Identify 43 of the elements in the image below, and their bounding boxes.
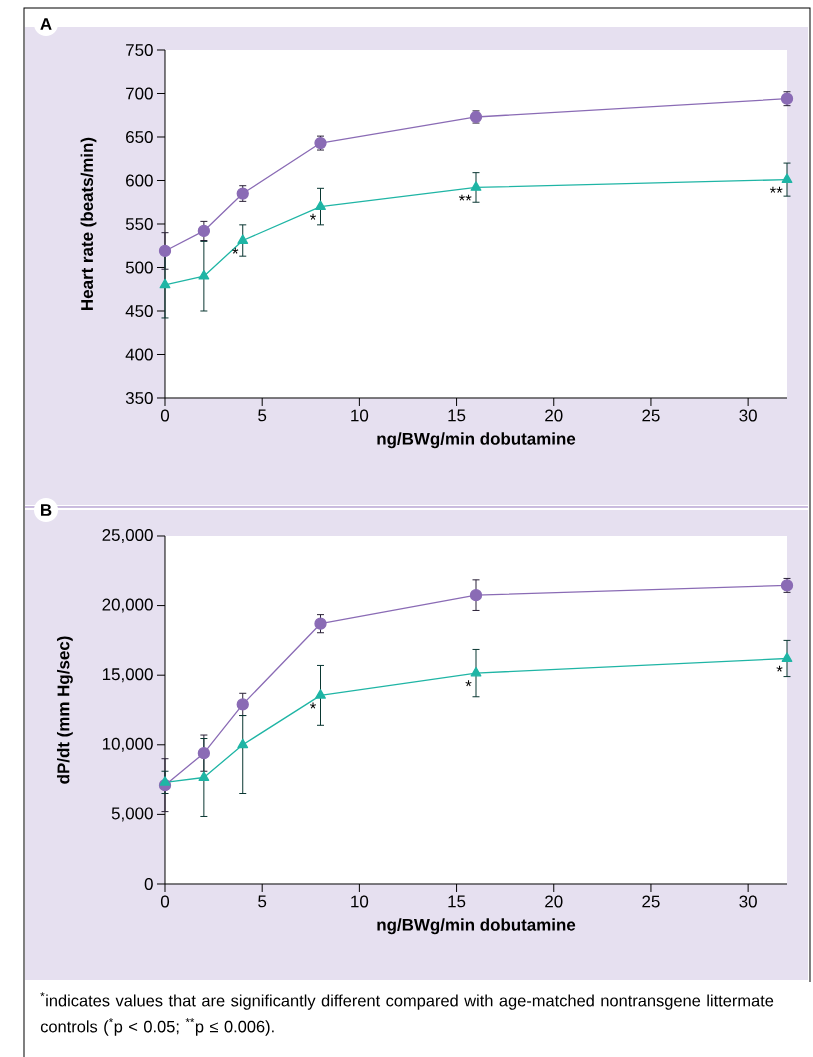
x-tick-label: 0: [160, 895, 170, 908]
text: $^{*}$indicates values that are significantly different compared with age-matched nontransgene littermate controls ($^{*}$p < 0.05; $^{**}$p ≤ 0.006).: [40, 992, 774, 1036]
y-axis-title: dP/dt (mm Hg/sec): [56, 636, 73, 784]
x-axis-title: ng/BWg/min dobutamine: [377, 918, 576, 935]
x-tick-label: 15: [448, 409, 466, 422]
x-tick-label: 25: [642, 895, 660, 908]
y-tick-label: 500: [125, 261, 153, 274]
chart-title: B: [41, 504, 52, 516]
y-tick-label: 0: [144, 877, 153, 890]
annotation: *: [309, 702, 317, 709]
annotation: *: [309, 213, 317, 220]
x-axis-title: ng/BWg/min dobutamine: [377, 432, 576, 449]
x-tick-label: 30: [739, 409, 757, 422]
annotation: **: [769, 186, 783, 193]
y-tick-label: 350: [125, 391, 153, 404]
y-tick-label: 5,000: [111, 807, 153, 822]
annotation: **: [458, 194, 472, 201]
y-tick-label: 25,000: [102, 528, 153, 543]
y-tick-label: 750: [126, 43, 153, 56]
x-tick-label: 20: [545, 895, 563, 908]
y-tick-label: 10,000: [102, 737, 153, 752]
y-tick-label: 20,000: [102, 598, 153, 613]
y-tick-label: 650: [126, 130, 153, 143]
chart-title: A: [40, 18, 52, 30]
annotation: *: [232, 247, 239, 254]
y-axis-title: Heart rate (beats/min): [80, 137, 97, 310]
x-tick-label: 10: [351, 409, 369, 422]
x-tick-label: 5: [258, 895, 267, 908]
y-tick-label: 450: [125, 304, 153, 317]
x-tick-label: 30: [739, 895, 757, 908]
y-tick-label: 700: [126, 87, 153, 100]
x-tick-label: 25: [642, 409, 660, 422]
x-tick-label: 20: [545, 409, 563, 422]
x-tick-label: 10: [351, 895, 369, 908]
y-tick-label: 400: [125, 348, 153, 361]
x-tick-label: 0: [160, 409, 170, 422]
x-tick-label: 15: [448, 895, 466, 908]
y-tick-label: 600: [126, 174, 153, 187]
annotation: *: [465, 680, 472, 687]
y-tick-label: 15,000: [102, 668, 153, 683]
annotation: *: [776, 665, 783, 672]
y-tick-label: 550: [125, 217, 153, 230]
x-tick-label: 5: [258, 409, 267, 422]
